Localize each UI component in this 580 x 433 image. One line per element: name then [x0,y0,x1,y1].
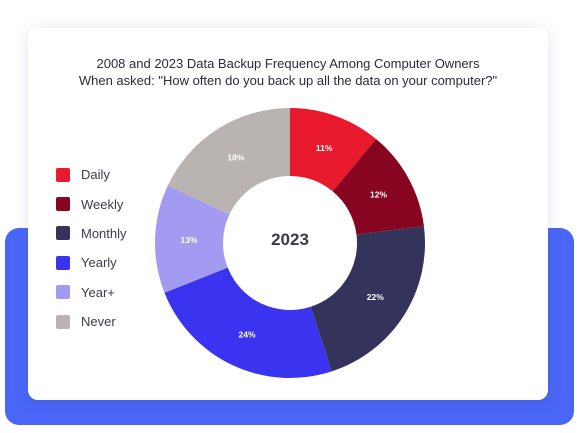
chart-title-line-2: When asked: "How often do you back up al… [78,73,498,88]
donut-slice-year-plus [155,185,230,293]
legend-item-monthly: Monthly [56,219,127,248]
legend-item-daily: Daily [56,160,127,189]
donut-slice-label-monthly: 22% [367,292,384,302]
legend-item-yearly: Yearly [56,248,127,277]
donut-slice-weekly [332,138,424,235]
legend-label-year-plus: Year+ [81,284,115,300]
donut-slice-never [167,107,290,215]
legend-item-weekly: Weekly [56,189,127,218]
chart-card: 2008 and 2023 Data Backup Frequency Amon… [28,28,548,400]
legend-swatch-monthly [56,226,70,241]
donut-slice-label-daily: 11% [316,143,333,153]
chart-title: 2008 and 2023 Data Backup Frequency Amon… [28,55,548,89]
chart-legend: Daily Weekly Monthly Yearly Year+ Never [56,160,127,336]
donut-slice-yearly [164,267,332,378]
donut-center-label: 2023 [271,230,309,249]
legend-label-weekly: Weekly [81,196,124,212]
legend-swatch-never [56,314,70,329]
legend-swatch-yearly [56,255,70,270]
legend-label-never: Never [81,314,116,330]
legend-item-year-plus: Year+ [56,278,127,307]
legend-swatch-daily [56,167,70,182]
donut-slice-daily [290,108,377,192]
donut-slice-label-weekly: 12% [370,189,387,199]
legend-label-monthly: Monthly [81,225,127,241]
legend-item-never: Never [56,307,127,336]
chart-title-line-1: 2008 and 2023 Data Backup Frequency Amon… [96,56,480,71]
legend-label-yearly: Yearly [81,255,117,271]
donut-slice-monthly [310,226,425,372]
donut-slice-labels: 11% 12% 22% 24% 13% 18% [180,143,387,339]
donut-slice-label-never: 18% [227,153,244,163]
donut-slices [155,107,425,378]
legend-swatch-year-plus [56,285,70,300]
donut-slice-label-year-plus: 13% [180,235,197,245]
legend-swatch-weekly [56,197,70,212]
donut-slice-label-yearly: 24% [238,329,255,339]
legend-label-daily: Daily [81,167,110,183]
